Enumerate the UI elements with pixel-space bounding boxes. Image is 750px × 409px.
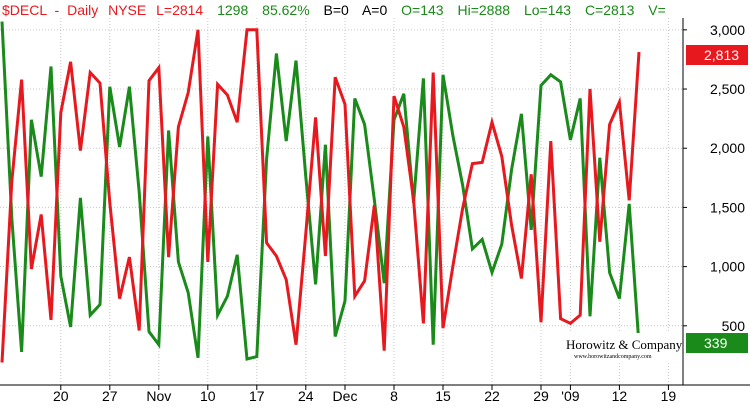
- header-volume: V=: [648, 2, 666, 18]
- header-sep: -: [55, 2, 60, 18]
- y-axis-ticks: 500 1,000 1,500 2,000 2,500 3,000: [683, 22, 745, 334]
- red-badge-box: [686, 45, 748, 65]
- y-tick-label: 1,500: [710, 199, 745, 215]
- series-layer: [0, 21, 641, 363]
- x-tick-label: 15: [435, 388, 451, 404]
- watermark-name: Horowitz & Company: [566, 337, 683, 352]
- x-tick-label: 29: [533, 388, 549, 404]
- y-tick-label: 3,000: [710, 22, 745, 38]
- x-tick-label: '09: [561, 388, 579, 404]
- header-symbol: $DECL: [2, 2, 47, 18]
- declines-line: [0, 28, 641, 363]
- x-tick-label: 8: [390, 388, 398, 404]
- x-tick-label: Dec: [333, 388, 358, 404]
- x-tick-label: 17: [249, 388, 265, 404]
- y-tick-label: 2,500: [710, 81, 745, 97]
- green-badge-box: [686, 333, 748, 353]
- x-tick-label: 19: [661, 388, 677, 404]
- x-axis-ticks: 20 27 Nov 10 17 24 Dec 8 15 22 29 '09 12 19: [53, 385, 676, 404]
- watermark-url: www.horowitzandcompany.com: [574, 354, 652, 360]
- x-tick-label: 27: [102, 388, 118, 404]
- x-tick-label: 10: [200, 388, 216, 404]
- y-tick-label: 500: [722, 318, 746, 334]
- header-open: O=143: [401, 2, 444, 18]
- x-tick-label: 20: [53, 388, 69, 404]
- green-last-badge: 339: [686, 333, 748, 353]
- header-close: C=2813: [585, 2, 635, 18]
- header-low: Lo=143: [524, 2, 571, 18]
- y-tick-label: 1,000: [710, 259, 745, 275]
- grid-lines: [0, 18, 683, 385]
- header-exchange: NYSE: [108, 2, 146, 18]
- watermark-background: [556, 333, 682, 363]
- green-badge-value: 339: [704, 335, 728, 351]
- x-tick-label: Nov: [146, 388, 171, 404]
- chart-header: $DECL - Daily NYSE L=2814 1298 85.62% B=…: [2, 2, 666, 18]
- header-change: 1298: [217, 2, 248, 18]
- red-last-badge: 2,813: [686, 45, 748, 65]
- x-tick-label: 22: [484, 388, 500, 404]
- header-last: L=2814: [156, 2, 203, 18]
- red-badge-value: 2,813: [704, 47, 739, 63]
- header-change-pct: 85.62%: [262, 2, 309, 18]
- header-period: Daily: [67, 2, 98, 18]
- x-tick-label: 24: [298, 388, 314, 404]
- header-a: A=0: [362, 2, 388, 18]
- x-tick-label: 12: [612, 388, 628, 404]
- y-tick-label: 2,000: [710, 140, 745, 156]
- header-high: Hi=2888: [458, 2, 511, 18]
- header-b: B=0: [324, 2, 350, 18]
